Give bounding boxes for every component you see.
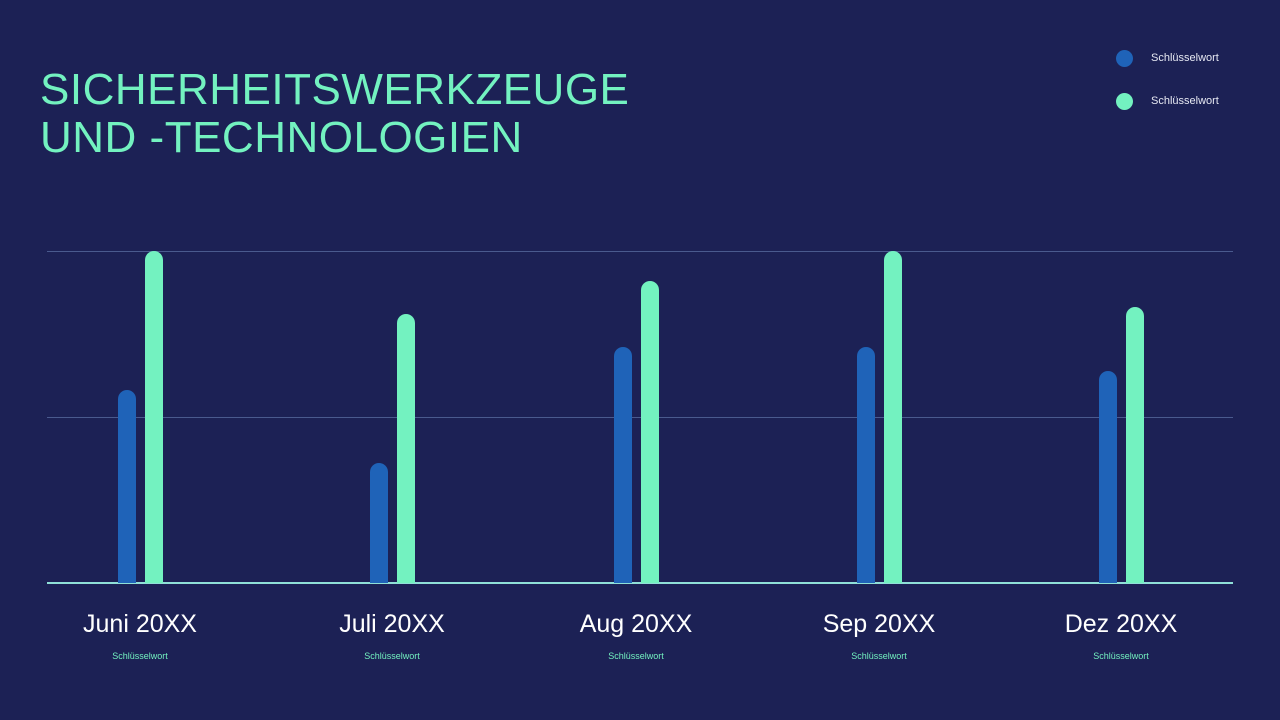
legend-item-series-2: Schlüsselwort <box>1116 93 1256 111</box>
gridline-100 <box>47 251 1233 252</box>
x-axis-category-sublabel: Schlüsselwort <box>364 651 420 661</box>
bar-blue <box>370 463 388 583</box>
x-axis-category-label: Sep 20XX <box>822 610 936 638</box>
x-axis-category-sublabel: Schlüsselwort <box>851 651 907 661</box>
legend-label: Schlüsselwort <box>1151 52 1219 64</box>
x-axis-category-label: Juli 20XX <box>339 610 445 638</box>
x-axis-category-label: Dez 20XX <box>1064 610 1178 638</box>
bar-green <box>884 251 902 583</box>
legend-dot-green-icon <box>1116 93 1133 110</box>
bar-green <box>1126 307 1144 583</box>
x-axis-category-label: Juni 20XX <box>83 610 197 638</box>
x-axis-category-sublabel: Schlüsselwort <box>1093 651 1149 661</box>
x-axis-category-sublabel: Schlüsselwort <box>112 651 168 661</box>
bar-green <box>397 314 415 583</box>
title-line-1: SICHERHEITSWERKZEUGE <box>40 65 630 114</box>
bar-blue <box>1099 371 1117 583</box>
x-axis-category-sublabel: Schlüsselwort <box>608 651 664 661</box>
x-axis-category-label: Aug 20XX <box>579 610 693 638</box>
x-axis-baseline <box>47 582 1233 584</box>
legend-dot-blue-icon <box>1116 50 1133 67</box>
bar-green <box>641 281 659 583</box>
bar-blue <box>118 390 136 583</box>
bar-green <box>145 251 163 583</box>
legend-item-series-1: Schlüsselwort <box>1116 50 1256 68</box>
legend-label: Schlüsselwort <box>1151 95 1219 107</box>
bar-blue <box>857 347 875 583</box>
chart-plot-area <box>47 251 1233 584</box>
title-line-2: UND -TECHNOLOGIEN <box>40 113 523 162</box>
gridline-50 <box>47 417 1233 418</box>
page-title: SICHERHEITSWERKZEUGE UND -TECHNOLOGIEN <box>40 66 629 162</box>
bar-blue <box>614 347 632 583</box>
